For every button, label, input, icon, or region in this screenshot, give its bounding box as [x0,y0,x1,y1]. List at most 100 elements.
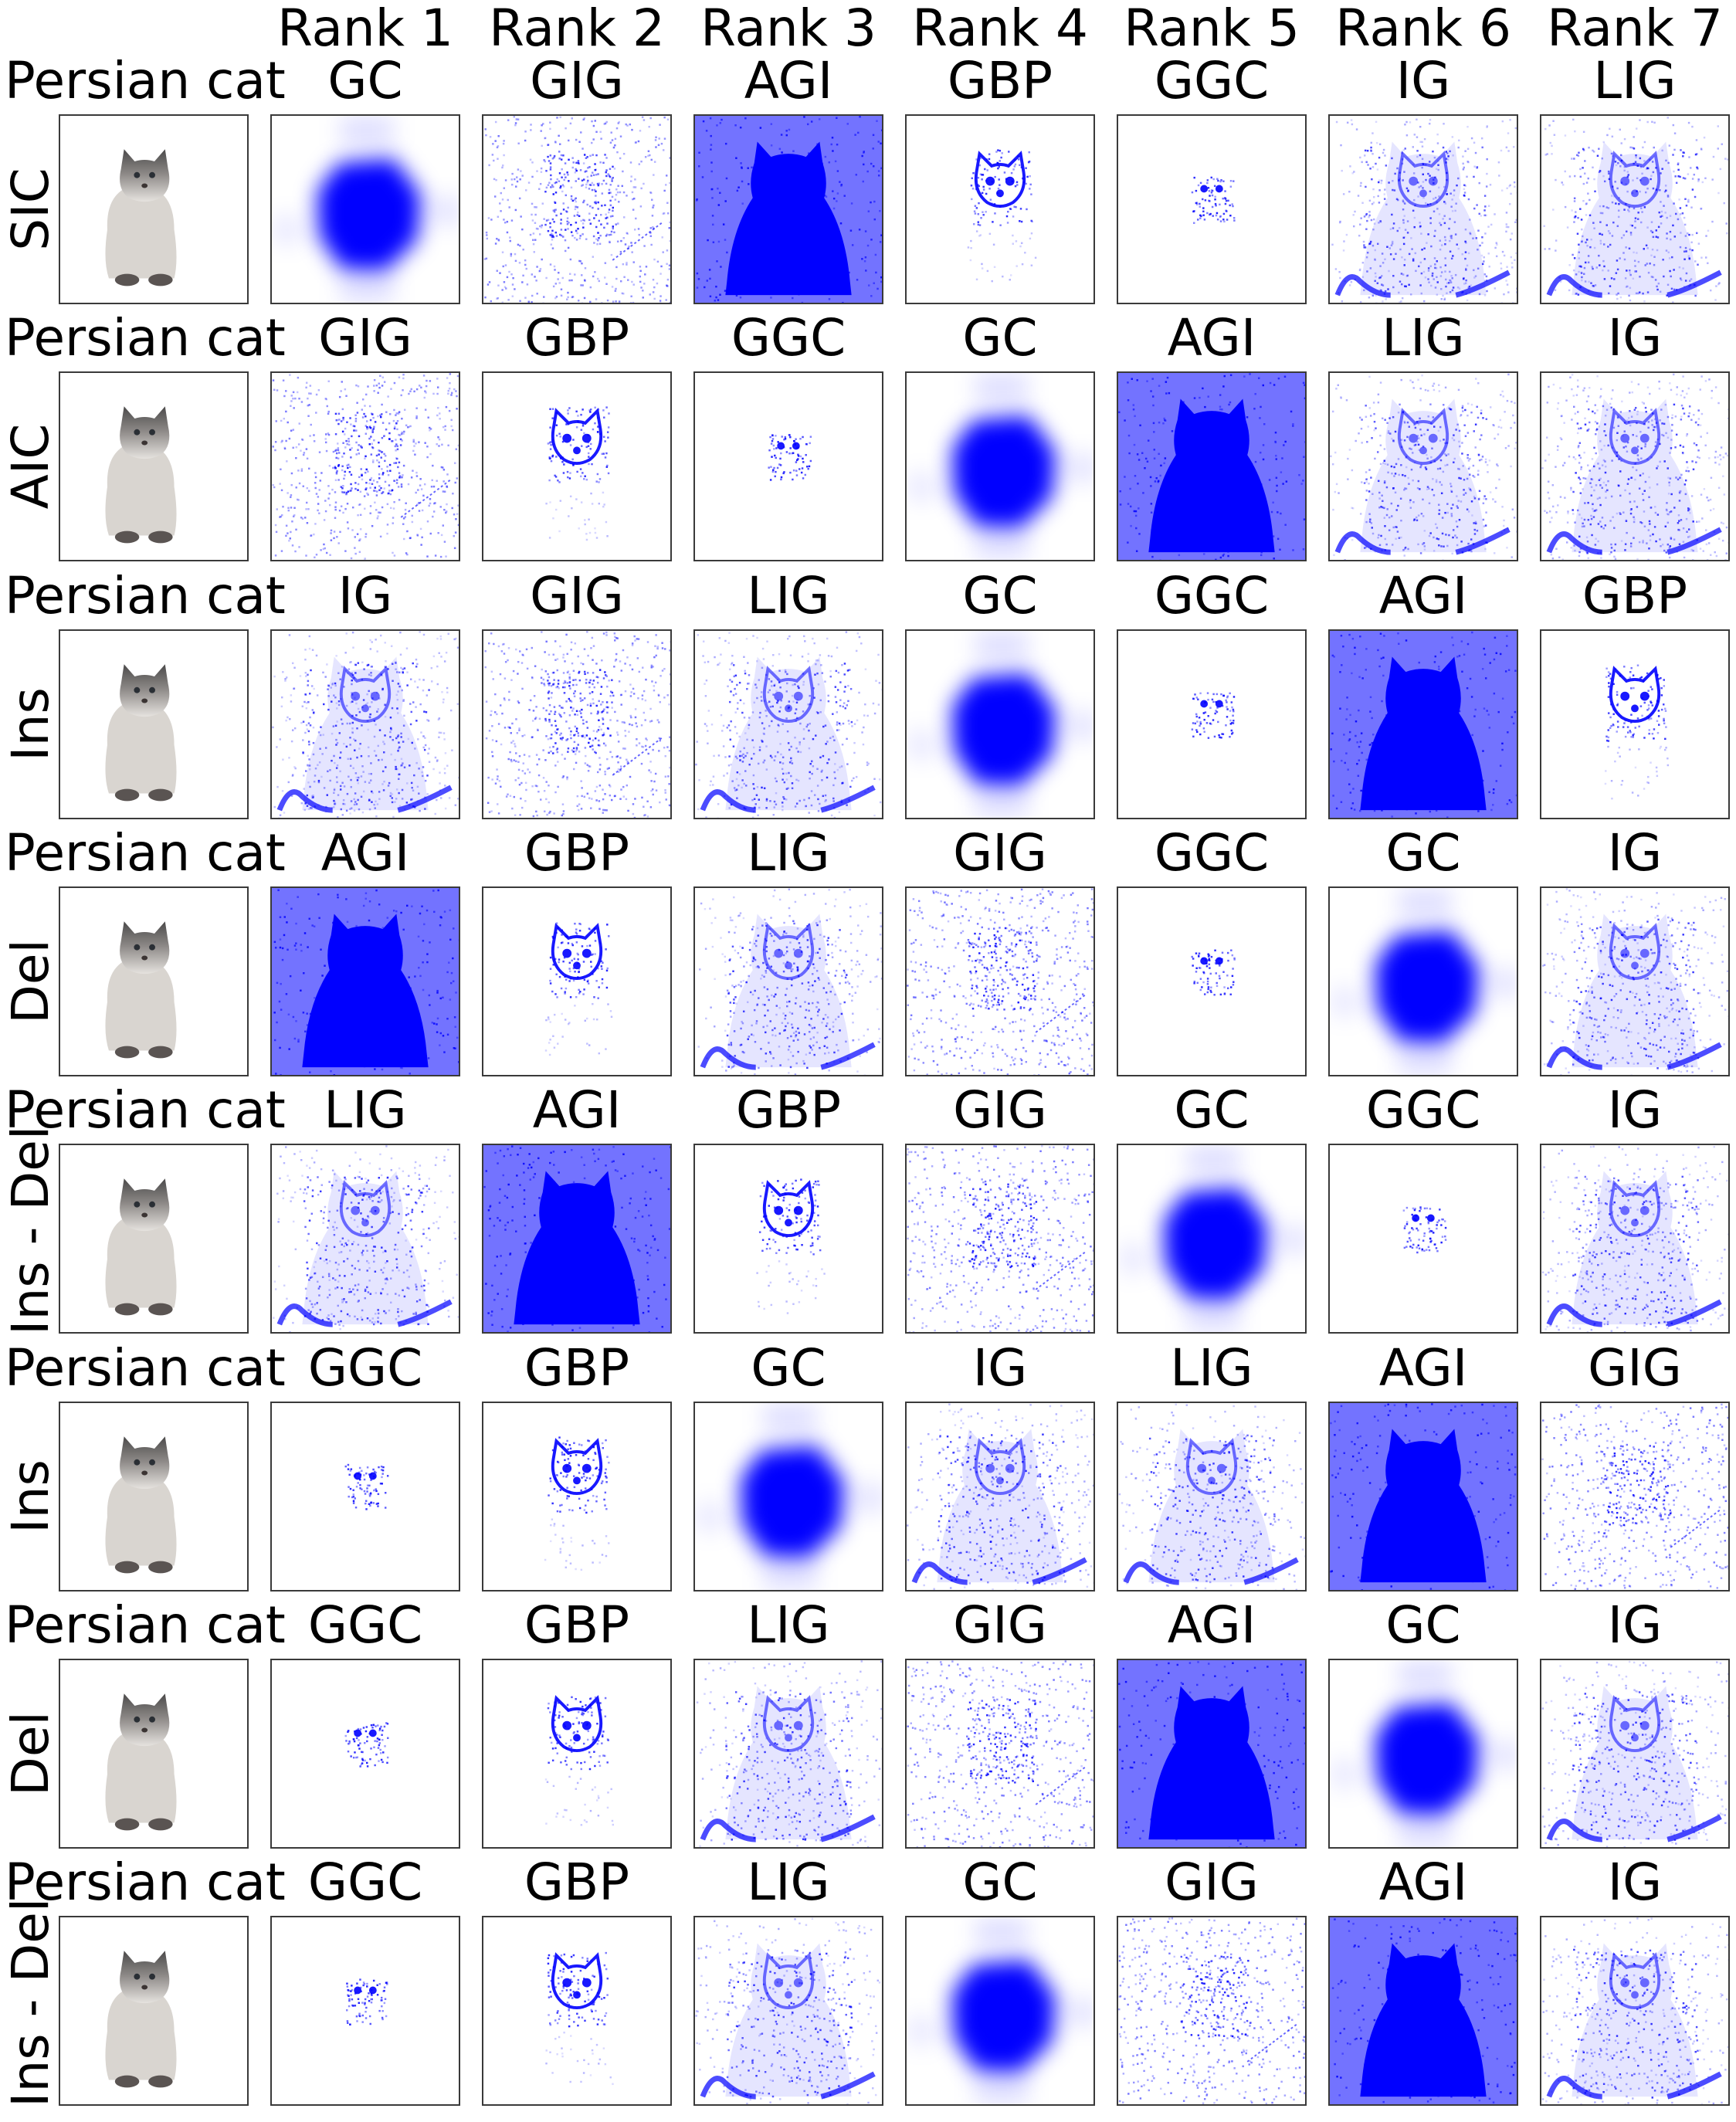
metric-label: Ins [1,1459,60,1534]
input-image-persian-cat [59,629,249,819]
method-label: GIG [318,308,412,368]
attribution-map-gig [905,886,1095,1076]
attribution-map-lig [1328,371,1518,562]
attribution-map-ig [1540,371,1730,562]
method-label: GC [1385,822,1461,883]
attribution-map-lig [1540,114,1730,304]
attribution-map-gc [1328,1658,1518,1849]
heatmap [483,1145,670,1333]
method-label: GGC [307,1595,423,1655]
heatmap [1118,1145,1305,1333]
heatmap [1118,373,1305,561]
attribution-map-ig [1540,1658,1730,1849]
attribution-map-gbp [482,1401,672,1592]
method-label: IG [1607,1853,1663,1913]
heatmap [697,888,882,1075]
heatmap [907,1660,1093,1847]
input-image-persian-cat [59,1658,249,1849]
method-label: GC [962,308,1038,368]
heatmap [1543,117,1728,303]
attribution-map-ggc [693,371,883,562]
heatmap [1541,373,1728,561]
input-image-persian-cat [59,1401,249,1592]
attribution-map-agi [1328,1401,1518,1592]
method-label: IG [1607,822,1663,883]
attribution-map-gig [482,629,672,819]
heatmap [273,1145,459,1333]
heatmap [272,887,459,1075]
rank-header: Rank 7 [1547,0,1723,58]
heatmap [544,1436,610,1571]
attribution-map-gig [905,1658,1095,1849]
heatmap [272,373,459,561]
method-label: IG [1395,51,1451,110]
heatmap [907,1145,1093,1333]
method-label: GIG [530,51,624,110]
attribution-map-gc [905,629,1095,819]
heatmap [346,1978,388,2026]
metric-label: Ins - Del [1,1125,60,1336]
attribution-map-gc [270,114,460,304]
method-label: GBP [1582,565,1688,625]
attribution-map-ggc [270,1658,460,1849]
heatmap [484,630,670,818]
heatmap [272,630,459,818]
method-label: AGI [1378,1853,1468,1913]
attribution-map-ig [1540,1144,1730,1334]
method-label: GIG [953,1595,1047,1655]
heatmap [1191,176,1236,224]
method-label: GIG [1165,1853,1259,1913]
heatmap [1330,1402,1517,1590]
attribution-map-agi [482,1144,672,1334]
attribution-map-agi [1328,1916,1518,2107]
input-image-persian-cat [59,886,249,1076]
method-label: IG [972,1337,1028,1398]
heatmap [545,1951,614,2086]
heatmap [1330,373,1517,561]
method-label: LIG [1382,308,1465,368]
heatmap [756,1178,826,1314]
attribution-map-gbp [693,1144,883,1334]
rank-header: Rank 5 [1124,0,1300,58]
attribution-map-agi [1328,629,1518,819]
attribution-map-ig [1540,886,1730,1076]
attribution-map-lig [693,1658,883,1849]
heatmap [1330,1917,1517,2105]
attribution-map-ggc [270,1916,460,2107]
heatmap [907,373,1093,561]
attribution-map-gbp [1540,629,1730,819]
metric-label: Ins [1,686,60,761]
attribution-map-gbp [482,371,672,562]
attribution-map-ggc [1117,886,1307,1076]
cat-photo [105,1436,177,1573]
attribution-map-ggc [1117,114,1307,304]
rank-header: Rank 2 [489,0,665,58]
method-label: GBP [947,51,1053,110]
attribution-map-gbp [482,1916,672,2107]
cat-photo [105,663,177,801]
class-label: Persian cat [5,1337,286,1398]
attribution-map-gig [905,1144,1095,1334]
cat-photo [105,1178,177,1316]
heatmap [907,630,1093,818]
method-label: AGI [1378,1337,1468,1398]
attribution-map-gbp [905,114,1095,304]
heatmap [1541,1145,1728,1333]
heatmap [1330,630,1517,818]
attribution-map-gc [693,1401,883,1592]
attribution-map-lig [1117,1401,1307,1592]
metric-label: SIC [1,168,60,251]
method-label: GGC [307,1853,423,1913]
class-label: Persian cat [5,565,286,625]
heatmap [695,630,882,818]
method-label: GIG [1588,1337,1682,1398]
method-label: LIG [324,1080,407,1141]
rank-header: Rank 6 [1335,0,1511,58]
heatmap [1541,1917,1728,2105]
method-label: GC [962,1853,1038,1913]
method-label: GBP [524,1853,630,1913]
attribution-map-gig [482,114,672,304]
heatmap [1118,1403,1305,1590]
attribution-map-ggc [270,1401,460,1592]
method-label: AGI [1167,308,1256,368]
